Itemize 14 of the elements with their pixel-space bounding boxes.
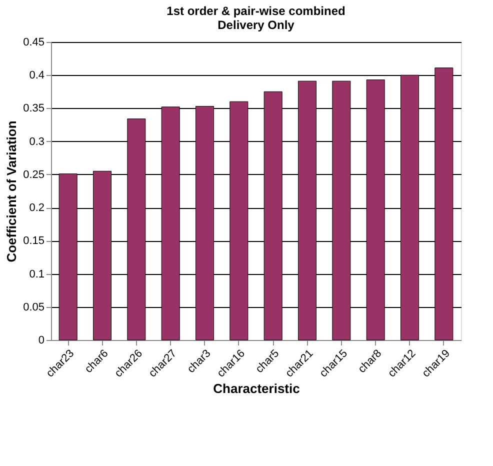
y-tick-label: 0.45 (23, 36, 44, 48)
y-tick-label: 0.4 (29, 70, 44, 82)
y-axis-title: Coefficient of Variation (4, 120, 20, 262)
y-tick-label: 0.05 (23, 301, 44, 314)
y-tick-label: 0 (38, 334, 44, 346)
y-tick-label: 0.3 (29, 136, 44, 148)
x-axis-title: Characteristic (213, 381, 300, 396)
y-tick-label: 0.2 (29, 202, 44, 214)
y-tick-label: 0.1 (29, 268, 44, 280)
y-tick-label: 0.35 (23, 102, 44, 115)
text: Delivery Only (218, 18, 294, 32)
text: 1st order & pair-wise combined (166, 4, 346, 18)
y-tick-label: 0.25 (23, 168, 44, 181)
y-tick-label: 0.15 (23, 235, 44, 248)
